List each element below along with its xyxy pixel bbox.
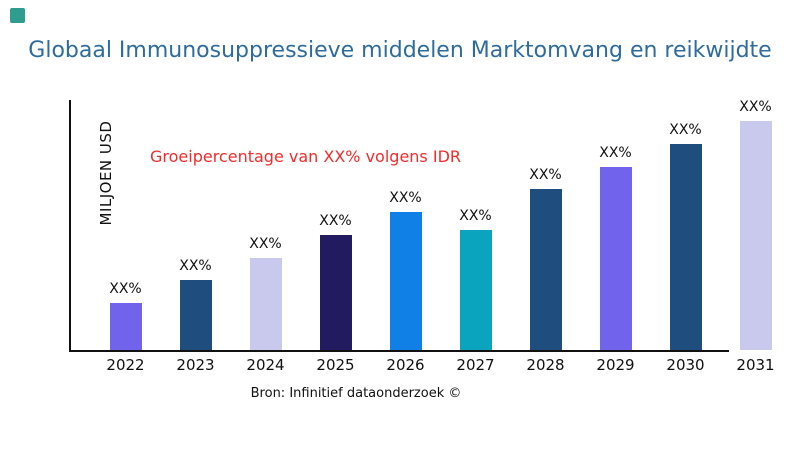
bar-2024 (249, 258, 282, 350)
x-tick-label-2028: 2028 (526, 356, 565, 374)
x-tick-label-2022: 2022 (106, 356, 145, 374)
x-tick-label-2026: 2026 (386, 356, 425, 374)
x-tick-label-2025: 2025 (316, 356, 355, 374)
x-tick-label-2024: 2024 (246, 356, 285, 374)
bar-2027 (459, 230, 492, 350)
bar-value-label-2022: XX% (109, 281, 142, 297)
y-axis-label: MILJOEN USD (97, 120, 115, 226)
bar-2023 (179, 280, 212, 350)
bar-value-label-2030: XX% (669, 122, 702, 138)
bar-2030 (669, 144, 702, 350)
bar-value-label-2028: XX% (529, 167, 562, 183)
bar-2022 (109, 303, 142, 350)
bar-2025 (319, 235, 352, 350)
bar-2031 (739, 121, 772, 350)
bar-2029 (599, 167, 632, 350)
x-tick-label-2030: 2030 (666, 356, 705, 374)
bar-value-label-2024: XX% (249, 236, 282, 252)
x-tick-label-2027: 2027 (456, 356, 495, 374)
x-axis-spine (69, 350, 729, 352)
x-tick-label-2023: 2023 (176, 356, 215, 374)
y-axis-spine (69, 100, 71, 352)
brand-logo-square (10, 8, 25, 23)
bar-value-label-2029: XX% (599, 145, 632, 161)
source-note: Bron: Infinitief dataonderzoek © (250, 386, 462, 401)
x-tick-label-2029: 2029 (596, 356, 635, 374)
growth-annotation: Groeipercentage van XX% volgens IDR (150, 147, 462, 166)
chart-title: Globaal Immunosuppressieve middelen Mark… (28, 38, 772, 63)
bar-value-label-2026: XX% (389, 190, 422, 206)
bar-value-label-2031: XX% (739, 99, 772, 115)
bar-2028 (529, 189, 562, 350)
bar-2026 (389, 212, 422, 350)
bar-value-label-2027: XX% (459, 208, 492, 224)
bar-value-label-2023: XX% (179, 258, 212, 274)
x-tick-label-2031: 2031 (736, 356, 775, 374)
bar-value-label-2025: XX% (319, 213, 352, 229)
